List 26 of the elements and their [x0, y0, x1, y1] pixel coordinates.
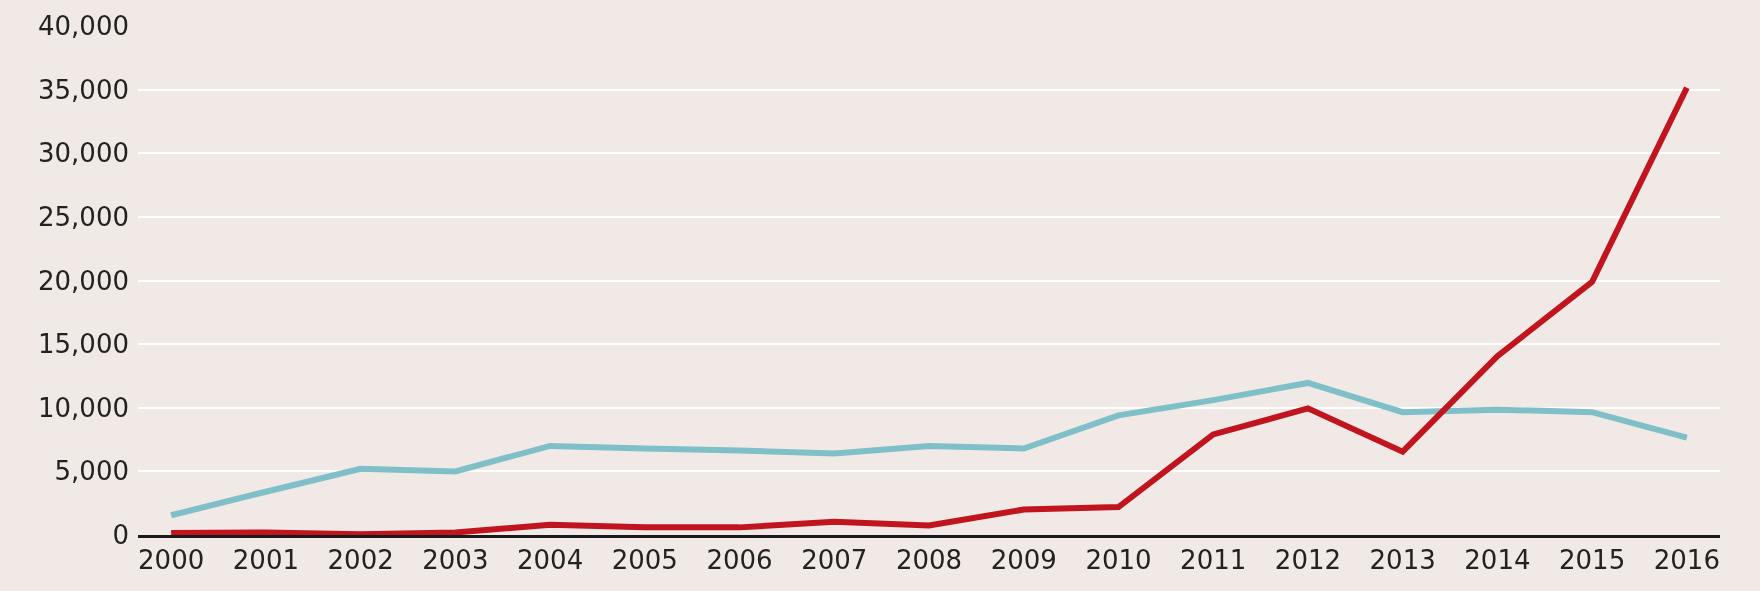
y-tick-label: 10,000: [38, 392, 129, 423]
y-tick-label: 35,000: [38, 74, 129, 105]
x-tick-label: 2000: [138, 545, 205, 576]
x-tick-label: 2009: [990, 545, 1057, 576]
x-tick-label: 2008: [895, 545, 963, 576]
x-tick-label: 2007: [801, 545, 868, 576]
x-tick-label: 2004: [516, 545, 584, 576]
x-tick-label: 2002: [327, 545, 394, 576]
y-tick-label: 25,000: [38, 201, 129, 232]
y-tick-label: 20,000: [38, 265, 129, 296]
x-tick-label: 2011: [1180, 545, 1247, 576]
x-tick-label: 2006: [706, 545, 773, 576]
x-tick-label: 2013: [1369, 545, 1436, 576]
y-tick-label: 0: [112, 520, 129, 551]
x-tick-label: 2014: [1464, 545, 1531, 576]
y-tick-label: 30,000: [38, 138, 129, 169]
y-tick-label: 40,000: [38, 11, 129, 42]
x-tick-label: 2016: [1653, 545, 1720, 576]
x-tick-label: 2015: [1559, 545, 1626, 576]
x-tick-label: 2012: [1274, 545, 1342, 576]
x-tick-label: 2005: [611, 545, 678, 576]
y-tick-label: 5,000: [54, 456, 129, 487]
x-tick-label: 2010: [1085, 545, 1152, 576]
x-tick-label: 2003: [422, 545, 489, 576]
y-tick-label: 15,000: [38, 329, 129, 360]
x-tick-label: 2001: [232, 545, 299, 576]
